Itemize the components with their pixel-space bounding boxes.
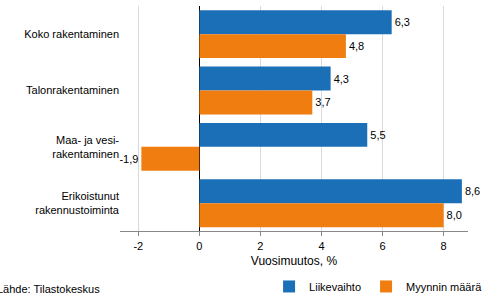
svg-text:8: 8 bbox=[441, 240, 447, 252]
svg-text:4,8: 4,8 bbox=[349, 40, 364, 52]
svg-text:Myynnin määrä: Myynnin määrä bbox=[406, 281, 482, 293]
svg-text:8,0: 8,0 bbox=[447, 209, 462, 221]
svg-text:5,5: 5,5 bbox=[370, 129, 385, 141]
svg-text:Lähde: Tilastokeskus: Lähde: Tilastokeskus bbox=[0, 283, 100, 295]
svg-text:4,3: 4,3 bbox=[334, 73, 349, 85]
svg-text:-1,9: -1,9 bbox=[119, 153, 138, 165]
svg-text:-2: -2 bbox=[133, 240, 143, 252]
svg-text:3,7: 3,7 bbox=[315, 96, 330, 108]
svg-text:Maa- ja vesi-rakentaminen: Maa- ja vesi-rakentaminen bbox=[52, 134, 119, 160]
svg-text:8,6: 8,6 bbox=[465, 185, 480, 197]
svg-text:Talonrakentaminen: Talonrakentaminen bbox=[26, 84, 119, 96]
svg-text:Koko rakentaminen: Koko rakentaminen bbox=[24, 28, 119, 40]
svg-text:6,3: 6,3 bbox=[395, 16, 410, 28]
svg-text:Erikoistunutrakennustoiminta: Erikoistunutrakennustoiminta bbox=[35, 190, 120, 216]
svg-text:4: 4 bbox=[318, 240, 324, 252]
svg-text:Vuosimuutos, %: Vuosimuutos, % bbox=[251, 254, 338, 268]
svg-text:Liikevaihto: Liikevaihto bbox=[309, 281, 361, 293]
svg-text:6: 6 bbox=[379, 240, 385, 252]
svg-text:2: 2 bbox=[257, 240, 263, 252]
svg-text:0: 0 bbox=[196, 240, 202, 252]
